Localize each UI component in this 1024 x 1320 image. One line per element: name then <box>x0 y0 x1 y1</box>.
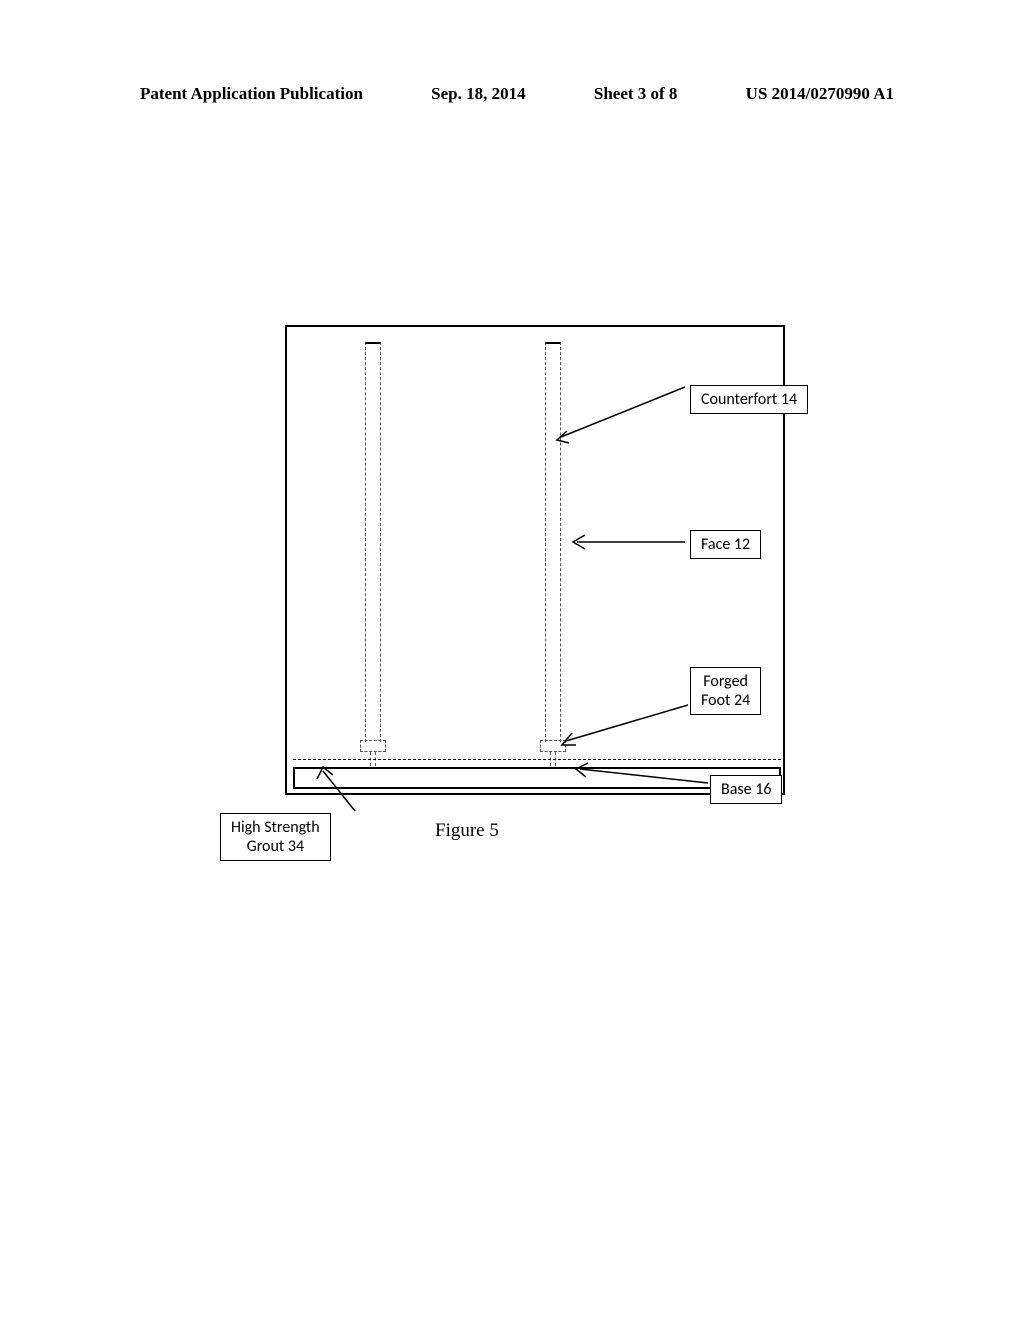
arrow-face <box>567 530 697 560</box>
pub-label: Patent Application Publication <box>140 84 363 104</box>
page-header: Patent Application Publication Sep. 18, … <box>0 84 1024 104</box>
figure-5: Counterfort 14 Face 12 Forged Foot 24 Ba… <box>285 325 805 795</box>
arrow-counterfort <box>555 395 695 455</box>
pub-date: Sep. 18, 2014 <box>431 84 525 104</box>
arrow-base <box>570 765 720 795</box>
pub-number: US 2014/0270990 A1 <box>746 84 894 104</box>
forged-foot-left <box>360 740 386 752</box>
sheet-label: Sheet 3 of 8 <box>594 84 678 104</box>
arrow-forged-foot <box>560 705 700 765</box>
counterfort-left <box>365 342 381 742</box>
label-counterfort: Counterfort 14 <box>690 385 808 414</box>
label-base: Base 16 <box>710 775 782 804</box>
label-face: Face 12 <box>690 530 761 559</box>
label-forged-foot: Forged Foot 24 <box>690 667 761 715</box>
label-grout: High Strength Grout 34 <box>220 813 331 861</box>
arrow-grout <box>295 765 385 820</box>
figure-caption: Figure 5 <box>435 820 499 842</box>
grout-line <box>293 759 781 760</box>
